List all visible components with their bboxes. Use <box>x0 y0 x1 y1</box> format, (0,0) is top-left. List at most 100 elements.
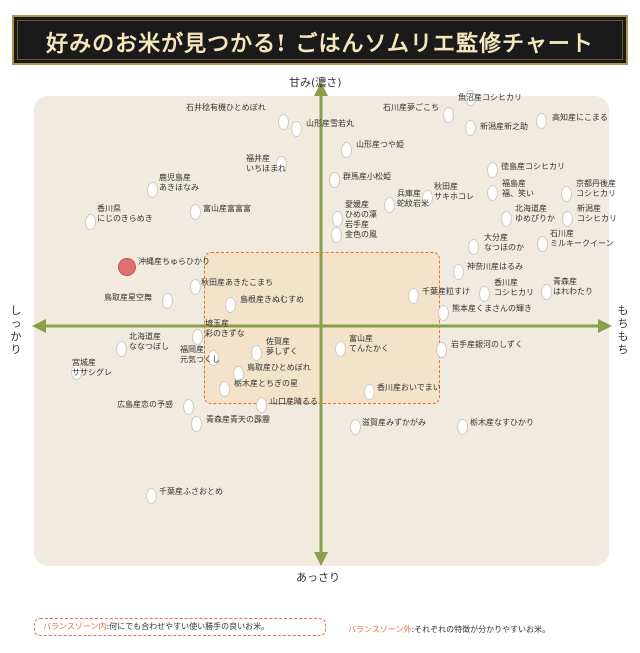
rice-grain-icon <box>163 294 172 308</box>
rice-grain-icon <box>72 365 81 379</box>
variety-label: 山形産つや姫 <box>356 140 404 149</box>
variety-label: 島根産きぬむすめ <box>240 295 304 304</box>
up-arrow-icon <box>314 82 328 96</box>
rice-grain-icon <box>542 285 551 299</box>
variety-label: 福井産 いちほまれ <box>246 154 286 173</box>
horizontal-axis <box>32 319 612 333</box>
variety-label: 富山産 てんたかく <box>349 334 389 353</box>
title-banner-frame <box>17 20 623 60</box>
variety-label: 石川産夢ごこち <box>383 103 439 112</box>
rice-grain-icon <box>252 346 261 360</box>
variety-label: 魚沼産コシヒカリ <box>458 93 522 102</box>
variety-label: 鳥取産ひとめぼれ <box>247 363 311 372</box>
variety-label: 高知産にこまる <box>552 113 608 122</box>
variety-label: 徳島産コシヒカリ <box>501 162 565 171</box>
variety-label: 秋田産あきたこまち <box>201 278 273 287</box>
variety-label: 群馬産小松姫 <box>343 172 391 181</box>
rice-grain-icon <box>191 205 200 219</box>
variety-label: 栃木産とちぎの星 <box>234 379 298 388</box>
variety-label: 福島産 福、笑い <box>502 179 534 198</box>
rice-grain-icon <box>480 287 489 301</box>
chart-title: 好みのお米が見つかる! ごはんソムリエ監修チャート <box>46 31 594 57</box>
variety-label: 兵庫産 蛇紋岩米 <box>397 189 429 208</box>
rice-grain-icon <box>437 343 446 357</box>
variety-label: 千葉産粒すけ <box>422 287 470 296</box>
variety-label: 滋賀産みずかがみ <box>362 418 426 427</box>
legend-inside-desc: :何にでも合わせやすい使い勝手の良いお米。 <box>106 622 270 631</box>
rice-grain-icon <box>351 420 360 434</box>
rice-grain-icon <box>234 367 243 381</box>
variety-label: 石川産 ミルキークイーン <box>550 229 614 248</box>
axis-label-bottom: あっさり <box>296 571 340 584</box>
variety-label: 広島産恋の予感 <box>117 400 173 409</box>
variety-label: 千葉産ふさおとめ <box>159 487 223 496</box>
rice-grain-icon <box>192 417 201 431</box>
rice-grain-icon <box>538 237 547 251</box>
variety-label: 宮城産 ササシグレ <box>72 358 112 377</box>
rice-grain-icon <box>409 289 418 303</box>
legend-outside-desc: :それぞれの特徴が分かりやすいお米。 <box>411 625 551 634</box>
rice-grain-icon <box>330 173 339 187</box>
rice-grain-icon <box>444 108 453 122</box>
variety-label: 岩手産 金色の風 <box>345 220 377 239</box>
rice-grain-icon <box>279 115 288 129</box>
variety-label: 栃木産なすひかり <box>470 418 534 427</box>
rice-grain-icon <box>86 215 95 229</box>
rice-grain-icon <box>191 280 200 294</box>
rice-grain-icon <box>537 114 546 128</box>
rice-grain-icon <box>502 212 511 226</box>
rice-grain-icon <box>117 342 126 356</box>
rice-grain-icon <box>454 265 463 279</box>
variety-label: 香川県 にじのきらめき <box>97 204 153 223</box>
variety-label: 大分産 なつほのか <box>484 233 524 252</box>
variety-label: 北海道産 ゆめぴりか <box>515 204 555 223</box>
variety-label: 山口産晴るる <box>270 397 318 406</box>
vertical-axis <box>314 82 328 566</box>
variety-label: 佐賀産 夢しずく <box>266 337 298 356</box>
rice-grain-icon <box>469 240 478 254</box>
axis-label-right: もちもち <box>617 304 629 356</box>
rice-grain-icon <box>563 212 572 226</box>
variety-label: 福岡産 元気つくし <box>180 345 220 364</box>
rice-grain-icon <box>147 489 156 503</box>
rice-grain-icon <box>562 187 571 201</box>
rice-grain-icon <box>119 259 135 275</box>
variety-label: 新潟産 コシヒカリ <box>577 204 617 223</box>
rice-grain-icon <box>333 212 342 226</box>
variety-label: 山形産雪若丸 <box>306 119 354 128</box>
rice-grain-icon <box>193 330 202 344</box>
rice-grain-icon <box>336 342 345 356</box>
variety-label: 秋田産 サキホコレ <box>434 182 474 201</box>
rice-grain-icon <box>365 385 374 399</box>
rice-grain-icon <box>257 398 266 412</box>
variety-label: 鳥取産星空舞 <box>104 293 152 302</box>
axis-label-top: 甘み(濃さ) <box>289 76 342 89</box>
variety-label: 鹿児島産 あきほなみ <box>159 173 199 192</box>
rice-grain-icon <box>423 191 432 205</box>
rice-grain-icon <box>148 183 157 197</box>
variety-label: 富山産富富富 <box>203 204 251 213</box>
rice-grain-icon <box>439 306 448 320</box>
right-arrow-icon <box>598 319 612 333</box>
variety-label: 神奈川産はるみ <box>467 262 523 271</box>
rice-grain-icon <box>209 351 218 365</box>
variety-label: 岩手産銀河のしずく <box>451 340 523 349</box>
left-arrow-icon <box>32 319 46 333</box>
axis-label-left: しっかり <box>10 304 22 356</box>
rice-grain-icon <box>488 186 497 200</box>
variety-label: 香川産おいでまい <box>377 383 441 392</box>
rice-grain-icon <box>220 382 229 396</box>
variety-label: 北海道産 ななつぼし <box>129 332 169 351</box>
rice-grain-icon <box>332 228 341 242</box>
rice-grain-icon <box>184 400 193 414</box>
rice-grain-icon <box>342 143 351 157</box>
rice-grain-icon <box>466 121 475 135</box>
variety-label: 新潟産新之助 <box>480 122 528 131</box>
legend-inside-zone: バランスゾーン内:何にでも合わせやすい使い勝手の良いお米。 <box>34 618 326 636</box>
variety-label: 青森産青天の霹靂 <box>206 415 270 424</box>
variety-label: 埼玉産 彩のきずな <box>205 319 245 338</box>
variety-label: 沖縄産ちゅらひかり <box>138 257 210 266</box>
legend-outside-label: バランスゾーン外 <box>348 625 412 634</box>
legend-outside-text: バランスゾーン外:それぞれの特徴が分かりやすいお米。 <box>348 624 550 635</box>
variety-label: 香川産 コシヒカリ <box>494 278 534 297</box>
